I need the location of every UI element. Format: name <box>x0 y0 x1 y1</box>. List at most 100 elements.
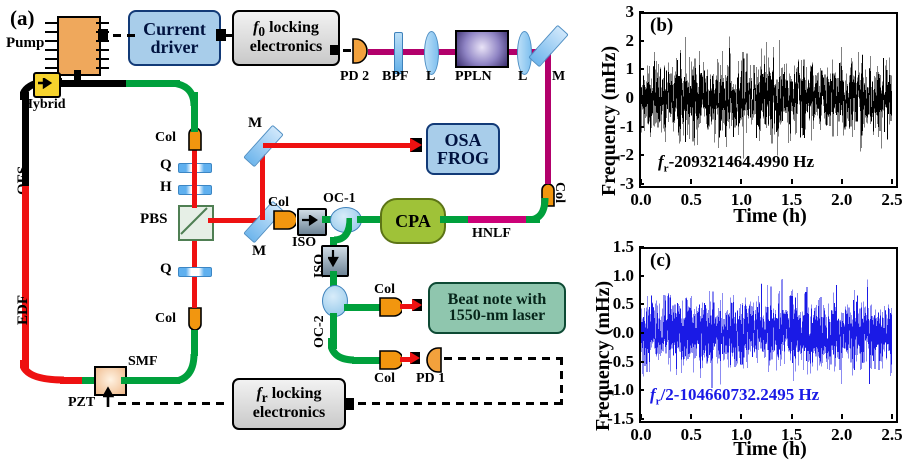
pd2-label: PD 2 <box>340 69 370 84</box>
ytick-mark <box>639 332 644 334</box>
hybrid-arrow-icon <box>38 78 53 89</box>
ppln-label: PPLN <box>455 69 492 84</box>
beat-note-box[interactable]: Beat note with 1550-nm laser <box>428 282 566 334</box>
oc2-coupler <box>322 285 348 317</box>
fiber-cpa-out <box>440 216 470 223</box>
pbs-cube <box>178 205 214 241</box>
pump-label: Pump <box>6 35 45 51</box>
fiber-edf-vertical <box>22 186 29 371</box>
collimator-icon <box>379 350 404 370</box>
xtick-label: 2.0 <box>831 425 853 444</box>
xtick-label: 0.0 <box>630 190 652 209</box>
xtick-mark <box>891 414 893 419</box>
fiber-oc1-to-cpa <box>357 216 383 223</box>
panel-c-tag: (c) <box>650 250 672 271</box>
xtick-label: 1.0 <box>730 190 753 209</box>
panel-a-optical-setup: (a) Pump Current driver f0 locking electro… <box>6 6 569 430</box>
iso-vertical-label: ISO <box>312 253 327 278</box>
osa-frog-box[interactable]: OSA FROG <box>426 123 500 175</box>
lens-left <box>424 31 439 75</box>
beam-f2f-vertical <box>545 52 551 186</box>
beat-note-label: Beat note with 1550-nm laser <box>447 290 547 324</box>
xtick-label: 2.5 <box>881 425 903 444</box>
pump-laser-chip <box>57 16 101 76</box>
fiber-edf-bottom <box>60 377 84 384</box>
ytick-mark <box>639 246 644 248</box>
ytick-label: 2 <box>625 30 635 50</box>
fiber-iso-to-oc2 <box>330 271 337 287</box>
fiber-col-top-up <box>191 92 198 132</box>
panel-b-xlabel: Time (h) <box>733 205 807 227</box>
xtick-mark <box>690 179 693 184</box>
xtick-label: 2.0 <box>831 190 853 209</box>
pd2-icon <box>352 38 368 64</box>
current-driver-box[interactable]: Current driver <box>128 10 221 66</box>
q-upper-label: Q <box>160 157 172 173</box>
fiber-hybrid-to-green <box>60 80 178 87</box>
panel-b-tag: (b) <box>650 15 674 36</box>
waveplate-q-lower <box>178 267 212 277</box>
fiber-iso-to-oc1 <box>322 216 332 223</box>
xtick-mark <box>740 179 743 184</box>
panel-b-plot: Frequency (mHz) (b) fr-209321464.4990 Hz… <box>580 0 910 235</box>
beam-col-to-beat <box>400 304 416 309</box>
beam-col-to-pd1 <box>400 357 414 362</box>
ytick-mark <box>639 39 644 42</box>
ytick-mark <box>639 154 644 157</box>
ytick-mark <box>639 125 644 128</box>
ytick-mark <box>639 68 644 71</box>
pzt-arrow-icon <box>103 386 115 407</box>
fr-locking-electronics-box[interactable]: fr locking electronics <box>232 378 346 430</box>
fiber-smf-right <box>121 377 180 384</box>
fiber-oc2-to-beat <box>344 304 382 311</box>
panel-b-trace <box>641 36 892 159</box>
ytick-label: 0.0 <box>612 323 634 342</box>
arrow-f0-to-driver <box>216 29 226 41</box>
collimator-hnlf-label: Col <box>552 182 567 203</box>
xtick-mark <box>790 414 793 419</box>
ppln-crystal <box>455 30 509 68</box>
xtick-label: 0.0 <box>630 425 652 444</box>
ytick-label: 1.5 <box>612 237 634 256</box>
osa-frog-label: OSA FROG <box>437 129 489 168</box>
isolator-v-arrow-icon <box>328 250 339 268</box>
fiber-ofs-vertical <box>22 92 29 188</box>
ytick-mark <box>639 360 644 363</box>
xtick-mark <box>640 414 642 419</box>
oc1-label: OC-1 <box>323 191 356 206</box>
ytick-label: -3 <box>619 174 634 193</box>
f0-locking-electronics-box[interactable]: f0 locking electronics <box>232 10 340 66</box>
collimator-icon <box>188 307 202 331</box>
collimator-bottom <box>185 306 205 335</box>
panel-b-frame <box>639 12 898 188</box>
collimator-top-label: Col <box>155 130 176 145</box>
xtick-mark <box>840 179 843 184</box>
ytick-mark <box>639 11 644 13</box>
fiber-smf-corner <box>168 353 198 384</box>
panel-c-frame <box>639 247 898 423</box>
collimator-icon <box>379 297 404 317</box>
hnlf-label: HNLF <box>472 226 511 241</box>
ytick-mark <box>639 183 644 185</box>
current-driver-label: Current driver <box>143 18 206 57</box>
smf-label: SMF <box>128 354 158 369</box>
xtick-mark <box>790 179 793 184</box>
ytick-mark <box>639 274 644 277</box>
fiber-oc1-down <box>330 237 337 251</box>
ytick-label: 0 <box>625 88 635 107</box>
ytick-label: 1.0 <box>612 265 634 285</box>
arrow-to-osa <box>410 138 422 152</box>
collimator-beat <box>378 296 404 323</box>
arrow-pd2-to-f0 <box>330 45 339 55</box>
ytick-mark <box>639 418 644 420</box>
arrow-col-to-beat <box>412 299 422 311</box>
ytick-label: 1 <box>625 59 635 79</box>
cpa-amplifier-box[interactable]: CPA <box>380 198 446 244</box>
edf-label: EDF <box>15 295 31 325</box>
fiber-oc2-down <box>330 313 337 349</box>
h-label: H <box>160 179 172 195</box>
xtick-mark <box>840 414 843 419</box>
pd2-photodiode <box>350 38 370 69</box>
panel-c-xlabel: Time (h) <box>733 438 807 460</box>
elec-right-down <box>560 357 563 405</box>
